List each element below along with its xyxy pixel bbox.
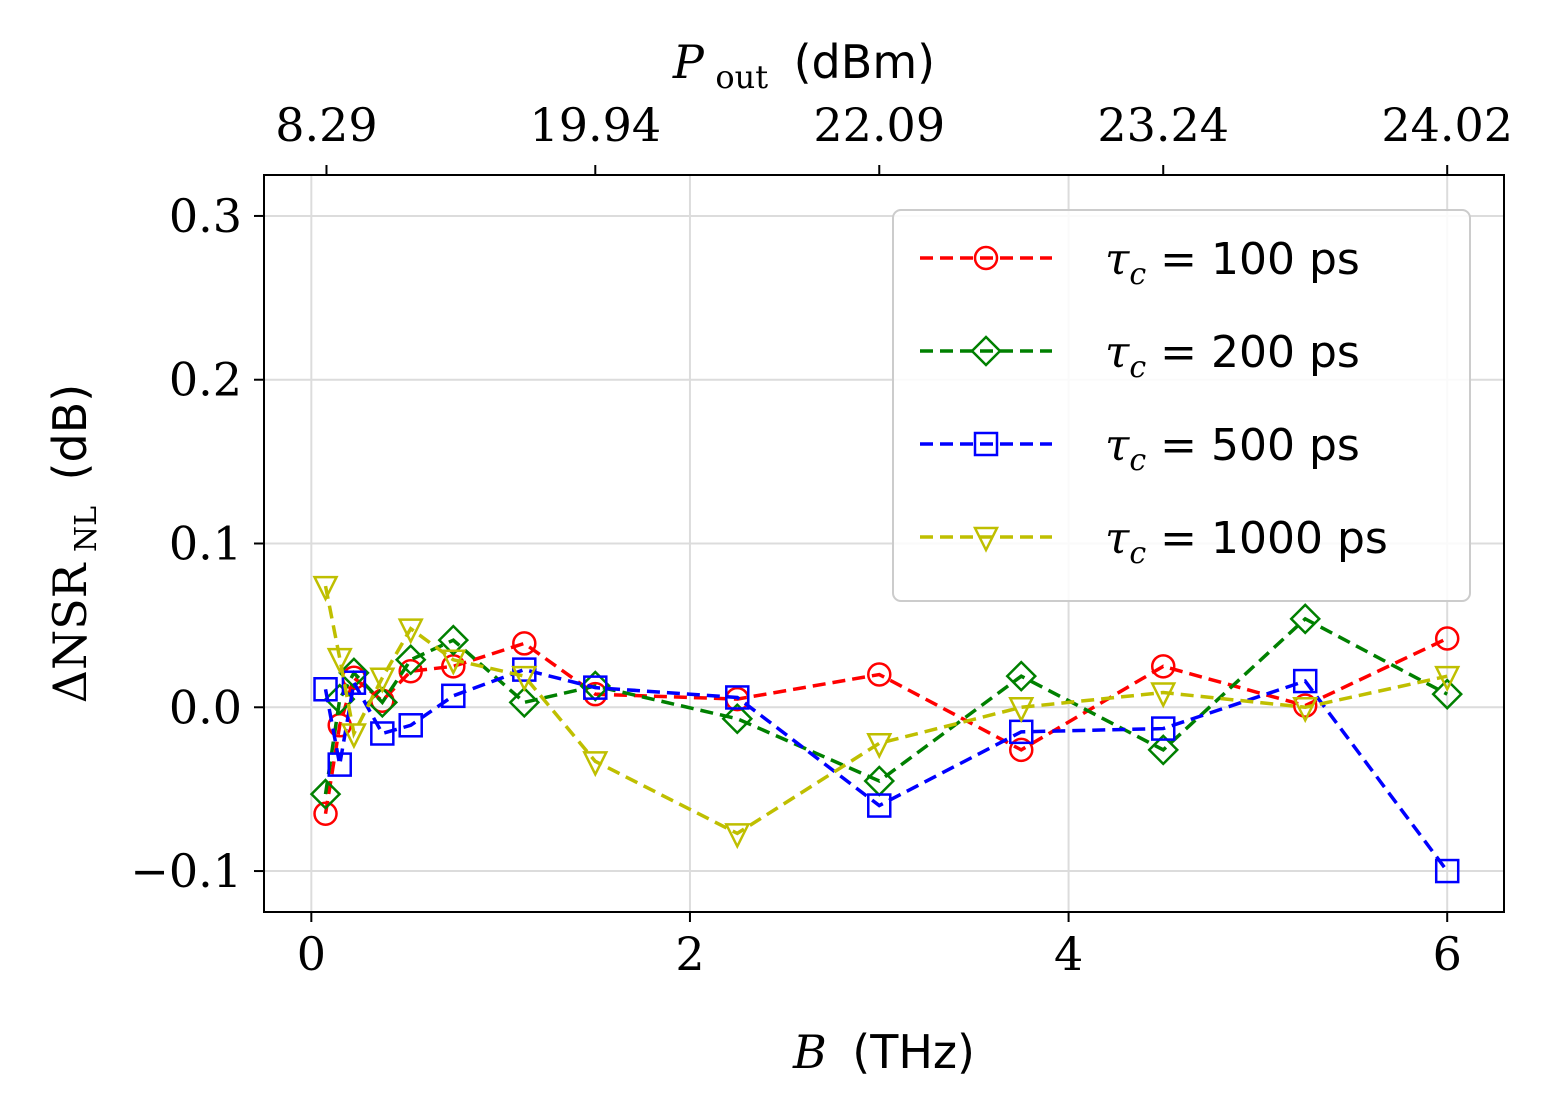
series-1-point-2 bbox=[338, 657, 370, 689]
series-3-point-13 bbox=[1434, 665, 1461, 692]
series-3-point-3 bbox=[369, 667, 396, 694]
legend-label-0: τc = 100 ps bbox=[1105, 234, 1360, 292]
series-3-line bbox=[323, 585, 1448, 836]
series-3-point-2 bbox=[340, 723, 367, 750]
top-tick-label-4: 24.02 bbox=[1381, 98, 1513, 152]
legend-entry-2: τc = 500 ps bbox=[920, 420, 1360, 478]
series-0-point-13 bbox=[1434, 626, 1460, 651]
series-1-line bbox=[323, 616, 1449, 795]
top-tick-label-1: 19.94 bbox=[529, 98, 661, 152]
legend-entry-0: τc = 100 ps bbox=[920, 234, 1360, 292]
legend-marker-3 bbox=[972, 526, 1000, 553]
legend-label-1: τc = 200 ps bbox=[1105, 327, 1360, 385]
series-3-point-0 bbox=[312, 575, 339, 602]
series-3-point-9 bbox=[866, 733, 893, 760]
series-2-point-1 bbox=[327, 752, 352, 777]
legend-entry-3: τc = 1000 ps bbox=[920, 513, 1388, 571]
series-3-point-10 bbox=[1008, 697, 1035, 724]
series-2-point-5 bbox=[441, 683, 466, 709]
top-axis-label: P out (dBm) bbox=[672, 35, 935, 98]
x-tick-label-1: 2 bbox=[675, 927, 704, 981]
series-0-point-10 bbox=[1009, 737, 1034, 763]
series-0-point-6 bbox=[512, 631, 537, 656]
series-2-point-4 bbox=[398, 713, 423, 738]
series-1-point-5 bbox=[437, 624, 470, 656]
series-layer bbox=[309, 575, 1463, 884]
series-3 bbox=[312, 575, 1461, 850]
legend-marker-2 bbox=[973, 431, 999, 457]
series-3-point-8 bbox=[724, 823, 751, 850]
series-1-point-7 bbox=[579, 670, 612, 702]
series-3-point-11 bbox=[1150, 682, 1177, 709]
series-2-point-12 bbox=[1292, 668, 1318, 694]
y-tick-label-4: 0.3 bbox=[169, 189, 242, 243]
series-2-point-9 bbox=[867, 793, 892, 818]
series-2-point-7 bbox=[583, 675, 608, 700]
top-tick-label-0: 8.29 bbox=[275, 98, 377, 152]
series-2-point-8 bbox=[725, 685, 750, 710]
legend: τc = 100 ps τc = 200 ps τc = 500 ps τc = 1000 ps bbox=[892, 209, 1471, 602]
legend-box bbox=[892, 209, 1471, 602]
series-3-point-5 bbox=[440, 649, 467, 676]
series-2-point-2 bbox=[341, 670, 367, 695]
series-2-line bbox=[323, 667, 1449, 873]
series-2-point-11 bbox=[1150, 716, 1176, 741]
series-1-point-8 bbox=[721, 702, 754, 735]
series-0-point-4 bbox=[398, 658, 423, 684]
series-3-point-6 bbox=[511, 665, 538, 692]
legend-label-3: τc = 1000 ps bbox=[1105, 513, 1388, 571]
x-tick-label-2: 4 bbox=[1054, 927, 1083, 981]
series-1-point-4 bbox=[394, 644, 427, 676]
series-2-point-6 bbox=[512, 657, 537, 682]
series-3-point-4 bbox=[397, 618, 424, 645]
series-1-point-13 bbox=[1431, 678, 1463, 710]
series-1-point-11 bbox=[1147, 734, 1180, 766]
series-2-point-3 bbox=[370, 721, 395, 746]
ticks: 0 2 4 6 −0.1 0.0 0.1 0.2 0.3 8.29 19.94 22.09 23.24 2… bbox=[130, 98, 1513, 981]
x-axis-label: B (THz) bbox=[792, 1025, 975, 1079]
series-2-point-0 bbox=[313, 677, 338, 702]
series-3-point-12 bbox=[1292, 697, 1319, 724]
top-tick-label-3: 23.24 bbox=[1097, 98, 1229, 152]
series-1-point-12 bbox=[1289, 603, 1321, 635]
series-1-point-0 bbox=[309, 778, 342, 810]
series-3-point-7 bbox=[582, 751, 609, 778]
legend-label-2: τc = 500 ps bbox=[1105, 420, 1360, 478]
axis-labels: B (THz) P out (dBm) ΔNSR NL (dB) bbox=[43, 35, 975, 1079]
legend-marker-0 bbox=[973, 245, 999, 271]
y-tick-label-1: 0.0 bbox=[169, 680, 242, 734]
y-axis-label: ΔNSR NL (dB) bbox=[43, 384, 106, 703]
x-tick-label-3: 6 bbox=[1433, 927, 1462, 981]
series-1-point-10 bbox=[1005, 660, 1038, 692]
series-0-point-0 bbox=[313, 801, 338, 826]
series-1-point-6 bbox=[508, 686, 541, 719]
legend-marker-1 bbox=[970, 335, 1002, 367]
series-2 bbox=[313, 657, 1460, 884]
series-0-point-9 bbox=[867, 662, 892, 687]
top-tick-label-2: 22.09 bbox=[813, 98, 945, 152]
legend-entry-1: τc = 200 ps bbox=[920, 327, 1360, 385]
series-0-point-12 bbox=[1292, 693, 1318, 718]
series-0-point-11 bbox=[1150, 654, 1176, 679]
series-3-point-1 bbox=[326, 647, 353, 674]
y-tick-label-2: 0.1 bbox=[169, 517, 242, 571]
y-tick-label-3: 0.2 bbox=[169, 353, 242, 407]
y-tick-label-0: −0.1 bbox=[130, 844, 242, 898]
series-2-point-13 bbox=[1434, 858, 1460, 884]
x-tick-label-0: 0 bbox=[297, 927, 326, 981]
